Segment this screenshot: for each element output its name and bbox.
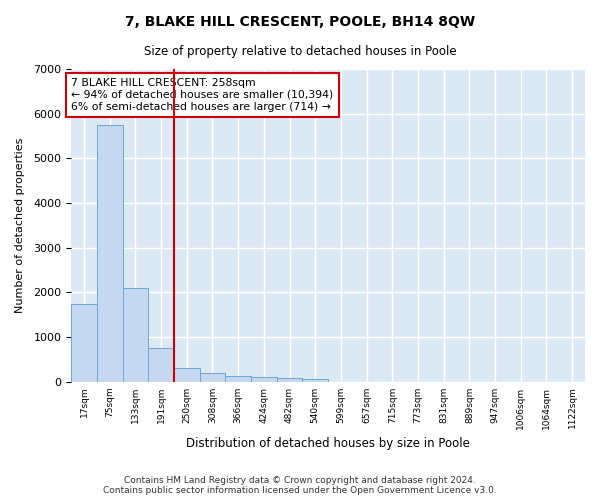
Bar — [302, 380, 328, 382]
Bar — [148, 348, 174, 382]
Bar — [200, 372, 226, 382]
Text: Contains HM Land Registry data © Crown copyright and database right 2024.
Contai: Contains HM Land Registry data © Crown c… — [103, 476, 497, 495]
Bar — [277, 378, 302, 382]
Bar — [226, 376, 251, 382]
Bar — [122, 288, 148, 382]
Bar — [97, 125, 122, 382]
Bar — [251, 377, 277, 382]
Text: Size of property relative to detached houses in Poole: Size of property relative to detached ho… — [143, 45, 457, 58]
Text: 7 BLAKE HILL CRESCENT: 258sqm
← 94% of detached houses are smaller (10,394)
6% o: 7 BLAKE HILL CRESCENT: 258sqm ← 94% of d… — [71, 78, 334, 112]
Bar — [174, 368, 200, 382]
Y-axis label: Number of detached properties: Number of detached properties — [15, 138, 25, 313]
Text: 7, BLAKE HILL CRESCENT, POOLE, BH14 8QW: 7, BLAKE HILL CRESCENT, POOLE, BH14 8QW — [125, 15, 475, 29]
X-axis label: Distribution of detached houses by size in Poole: Distribution of detached houses by size … — [186, 437, 470, 450]
Bar — [71, 304, 97, 382]
